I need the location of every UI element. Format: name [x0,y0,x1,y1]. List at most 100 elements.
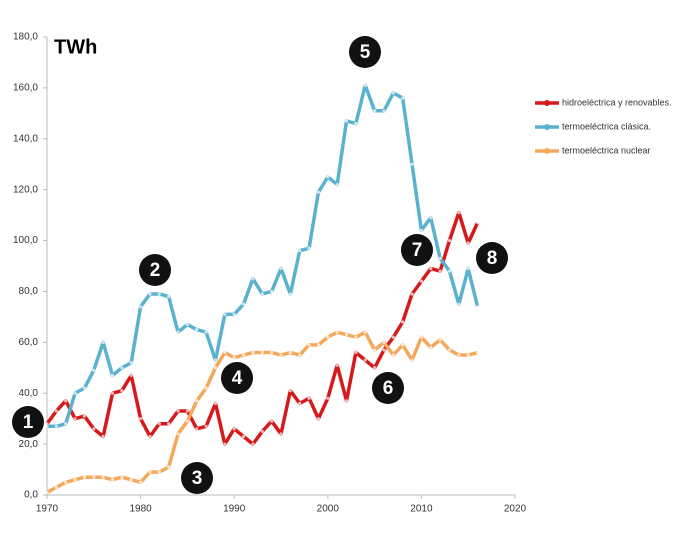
data-point [363,330,367,334]
data-point [110,373,115,378]
data-point [326,396,330,400]
data-point [120,366,124,370]
annotation-badge [372,372,404,404]
data-point [307,343,311,347]
data-point [195,328,199,332]
y-tick-label: 20,0 [19,439,39,450]
data-point [307,396,311,400]
data-point [64,399,68,403]
annotation-badge [401,234,433,266]
annotation-badge [476,242,508,274]
data-point [213,358,218,362]
data-point [429,345,433,350]
x-tick-label: 2020 [504,504,527,515]
data-point [139,480,143,484]
data-point [438,269,442,273]
data-point [316,190,321,194]
data-point [391,91,395,95]
data-point [363,83,367,87]
data-point [82,386,87,390]
data-point [251,277,255,281]
data-point [110,478,115,482]
data-point [213,401,218,405]
data-point [110,391,115,395]
annotation-number: 7 [412,240,423,261]
data-point [101,340,105,344]
data-point [64,422,68,426]
data-point [54,485,58,489]
data-point [382,348,386,352]
data-point [419,279,423,283]
x-tick-label: 2000 [317,504,340,515]
data-point [82,414,87,418]
data-point [185,419,189,423]
data-point [410,292,414,296]
data-point [373,366,377,370]
data-point [344,119,349,123]
annotation-number: 6 [383,378,394,399]
data-point [167,294,171,299]
data-point [363,358,367,362]
data-point [457,353,461,357]
data-point [457,210,461,215]
data-point [298,401,302,405]
data-point [73,478,77,482]
data-point [401,343,405,347]
data-point [92,475,96,479]
data-point [157,422,161,426]
data-point [429,266,433,271]
data-point [429,216,433,220]
data-point [419,335,423,339]
annotation-badge [12,406,44,438]
data-point [54,424,58,428]
data-point [195,399,199,403]
data-point [195,427,199,431]
data-point [45,490,49,495]
data-point [438,256,442,260]
data-point [148,470,152,474]
data-point [354,350,358,355]
x-tick-label: 1980 [129,504,152,515]
y-tick-label: 80,0 [19,286,39,297]
data-point [382,340,386,344]
legend-label: termoeléctrica nuclear [562,145,651,155]
data-point [129,361,133,365]
data-point [447,348,452,352]
y-tick-label: 120,0 [13,184,38,195]
data-point [279,266,283,271]
data-point [316,417,321,421]
data-point [157,292,161,296]
annotation-number: 4 [232,368,243,389]
data-point [475,305,480,309]
annotation-number: 5 [360,42,371,63]
annotation-number: 2 [150,260,161,281]
data-point [73,391,77,395]
x-tick-label: 1970 [36,504,59,515]
data-point [251,350,255,355]
y-tick-label: 100,0 [13,235,38,246]
y-tick-label: 60,0 [19,337,39,348]
data-point [232,356,236,360]
data-point [241,302,246,306]
data-point [354,335,358,339]
data-point [241,353,246,357]
data-point [223,442,227,446]
data-point [316,343,321,347]
legend-swatch-dot [544,124,550,130]
data-point [176,432,180,436]
data-point [260,350,264,355]
data-point [213,366,218,370]
data-point [344,333,349,337]
y-tick-label: 180,0 [13,32,38,43]
data-point [288,389,292,393]
annotation-number: 8 [487,248,498,269]
data-point [251,442,255,446]
data-point [326,335,330,339]
x-tick-label: 1990 [223,504,246,515]
data-point [139,305,143,309]
data-point [232,427,236,431]
data-point [92,427,96,431]
data-point [466,353,470,357]
data-point [120,389,124,393]
